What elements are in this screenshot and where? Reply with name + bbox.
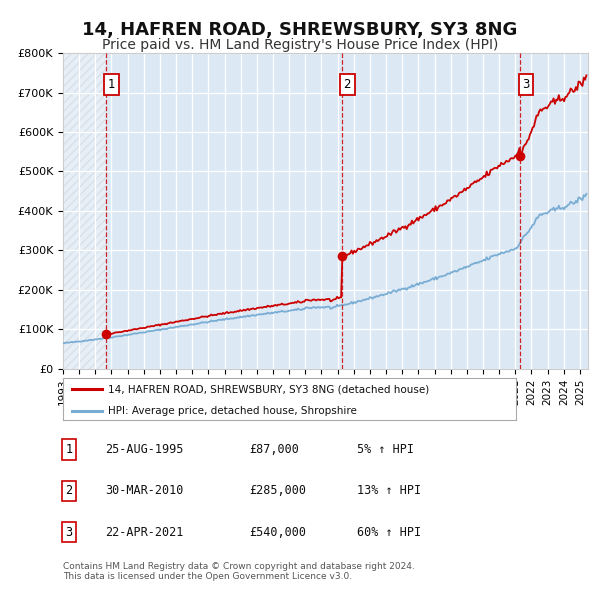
Text: Price paid vs. HM Land Registry's House Price Index (HPI): Price paid vs. HM Land Registry's House … — [102, 38, 498, 53]
Text: 14, HAFREN ROAD, SHREWSBURY, SY3 8NG: 14, HAFREN ROAD, SHREWSBURY, SY3 8NG — [82, 21, 518, 39]
Text: 25-AUG-1995: 25-AUG-1995 — [105, 443, 184, 456]
Text: 1: 1 — [107, 78, 115, 91]
Text: £285,000: £285,000 — [249, 484, 306, 497]
Text: 13% ↑ HPI: 13% ↑ HPI — [357, 484, 421, 497]
Text: 3: 3 — [522, 78, 530, 91]
Text: 1: 1 — [65, 443, 73, 456]
Text: £87,000: £87,000 — [249, 443, 299, 456]
Text: £540,000: £540,000 — [249, 526, 306, 539]
Text: HPI: Average price, detached house, Shropshire: HPI: Average price, detached house, Shro… — [109, 406, 357, 416]
Text: 2: 2 — [344, 78, 351, 91]
Bar — [63, 53, 106, 369]
Text: 22-APR-2021: 22-APR-2021 — [105, 526, 184, 539]
Text: Contains HM Land Registry data © Crown copyright and database right 2024.
This d: Contains HM Land Registry data © Crown c… — [63, 562, 415, 581]
Text: 3: 3 — [65, 526, 73, 539]
Text: 2: 2 — [65, 484, 73, 497]
Text: 60% ↑ HPI: 60% ↑ HPI — [357, 526, 421, 539]
Text: 14, HAFREN ROAD, SHREWSBURY, SY3 8NG (detached house): 14, HAFREN ROAD, SHREWSBURY, SY3 8NG (de… — [109, 385, 430, 395]
Text: 5% ↑ HPI: 5% ↑ HPI — [357, 443, 414, 456]
Text: 30-MAR-2010: 30-MAR-2010 — [105, 484, 184, 497]
